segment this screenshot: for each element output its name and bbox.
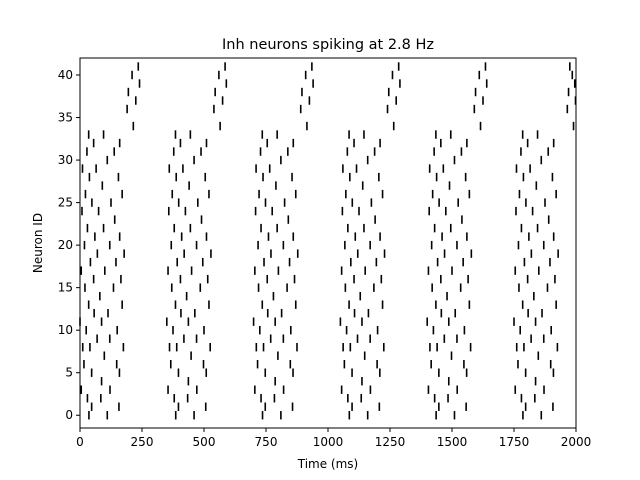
x-tick-label: 750: [255, 435, 278, 449]
x-tick-label: 500: [193, 435, 216, 449]
y-tick-label: 35: [58, 111, 73, 125]
y-tick-label: 10: [58, 323, 73, 337]
y-tick-label: 15: [58, 281, 73, 295]
y-tick-label: 5: [65, 366, 73, 380]
x-tick-label: 0: [76, 435, 84, 449]
x-tick-label: 250: [131, 435, 154, 449]
y-axis-label: Neuron ID: [31, 213, 45, 273]
y-tick-label: 20: [58, 238, 73, 252]
y-axis-ticks: 0 5 10 15 20 25 30 35 40: [58, 68, 80, 422]
x-tick-label: 1750: [499, 435, 530, 449]
y-tick-label: 25: [58, 196, 73, 210]
x-tick-label: 1250: [375, 435, 406, 449]
x-axis-ticks: 0 250 500 750 1000 1250 1500 1750 2000: [76, 428, 591, 449]
x-tick-label: 1500: [437, 435, 468, 449]
chart-title: Inh neurons spiking at 2.8 Hz: [222, 37, 434, 53]
x-tick-label: 2000: [561, 435, 592, 449]
spike-markers: [79, 62, 577, 420]
x-axis-label: Time (ms): [297, 457, 359, 471]
y-tick-label: 30: [58, 153, 73, 167]
y-tick-label: 0: [65, 408, 73, 422]
y-tick-label: 40: [58, 68, 73, 82]
x-tick-label: 1000: [313, 435, 344, 449]
plot-frame: [79, 57, 577, 429]
